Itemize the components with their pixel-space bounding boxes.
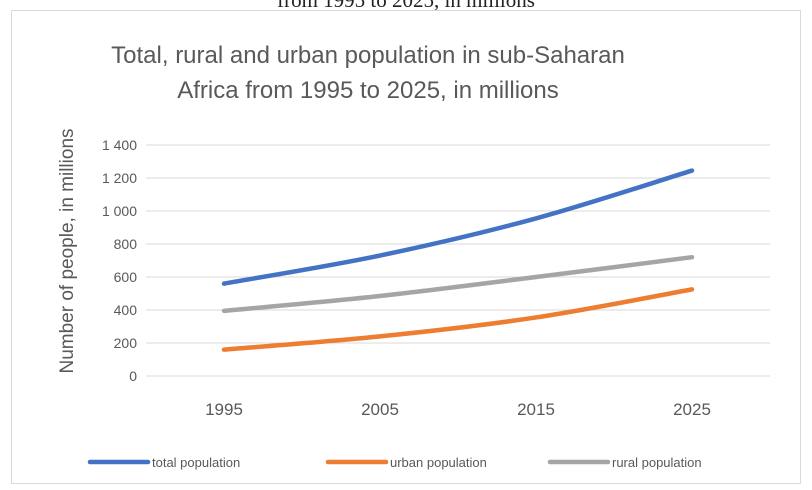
- urban-population-legend-label: urban population: [390, 455, 487, 470]
- legend: total population urban population rural po…: [87, 455, 702, 470]
- series-lines: [221, 168, 695, 352]
- x-tick-label: 2025: [673, 400, 711, 419]
- x-tick-labels: 1995 2005 2015 2025: [205, 400, 711, 419]
- document-caption: from 1995 to 2025, in millions: [277, 0, 535, 12]
- chart-title-line: Africa from 1995 to 2025, in millions: [177, 77, 559, 104]
- x-tick-label: 2015: [517, 400, 555, 419]
- total-population-legend-label: total population: [152, 455, 240, 470]
- chart-title-line: Total, rural and urban population in sub…: [111, 42, 625, 69]
- y-axis-label: Number of people, in millions: [57, 128, 78, 373]
- y-tick-label: 800: [114, 236, 138, 252]
- rural-population-legend-label: rural population: [612, 455, 702, 470]
- y-tick-labels: 0 200 400 600 800 1 000 1 200 1 400: [102, 137, 137, 384]
- chart-title: Total, rural and urban population in sub…: [111, 42, 625, 104]
- urban-population-line: [221, 287, 695, 352]
- y-tick-label: 600: [114, 269, 138, 285]
- y-tick-label: 0: [129, 368, 137, 384]
- y-tick-label: 200: [114, 335, 138, 351]
- y-axis-label-group: Number of people, in millions: [57, 128, 78, 373]
- x-tick-label: 1995: [205, 400, 243, 419]
- x-tick-label: 2005: [361, 400, 399, 419]
- y-tick-label: 1 200: [102, 170, 137, 186]
- y-tick-label: 1 400: [102, 137, 137, 153]
- y-tick-label: 400: [114, 302, 138, 318]
- population-line-chart: Total, rural and urban population in sub…: [57, 42, 770, 470]
- chart-frame: Total, rural and urban population in sub…: [11, 10, 801, 484]
- rural-population-line: [221, 254, 695, 314]
- total-population-line: [221, 168, 695, 286]
- y-tick-label: 1 000: [102, 203, 137, 219]
